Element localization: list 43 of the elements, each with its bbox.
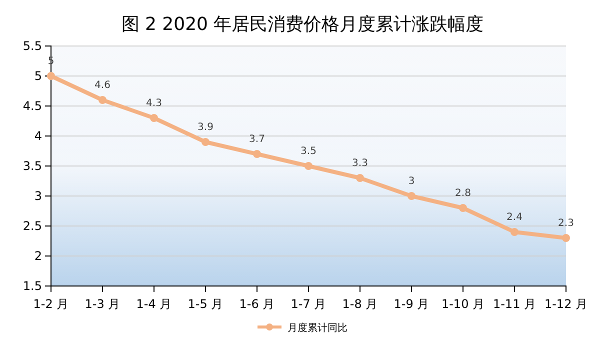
x-tick-label: 1-2 月 [33,297,69,312]
y-tick-label: 4.5 [22,98,42,113]
x-tick-label: 1-12 月 [544,297,588,312]
y-tick-label: 2.5 [22,218,42,233]
data-label: 3.3 [352,158,368,169]
point [202,138,210,146]
y-tick-label: 5 [34,68,42,83]
x-tick-label: 1-8 月 [342,297,378,312]
y-tick-label: 5.5 [22,38,42,53]
x-tick-label: 1-7 月 [290,297,326,312]
data-label: 2.8 [455,188,471,199]
point [304,162,312,170]
point [98,96,106,104]
y-tick-label: 3.5 [22,158,42,173]
data-label: 4.3 [146,98,162,109]
x-tick-label: 1-5 月 [188,297,224,312]
data-label: 3.9 [198,122,214,133]
x-tick-label: 1-6 月 [239,297,275,312]
data-label: 2.3 [558,218,574,229]
data-label: 2.4 [506,212,522,223]
data-label: 3.7 [249,134,265,145]
y-tick-label: 4 [34,128,42,143]
point [150,114,158,122]
data-label: 4.6 [94,80,110,91]
data-label: 3 [408,176,415,187]
y-tick-label: 1.5 [22,278,42,293]
legend-label: 月度累计同比 [288,322,348,334]
point [562,234,570,242]
point [356,174,364,182]
point [459,204,467,212]
x-tick-label: 1-3 月 [84,297,120,312]
point [47,72,55,80]
x-tick-label: 1-11 月 [492,297,536,312]
point [408,192,416,200]
point [253,150,261,158]
x-tick-label: 1-4 月 [136,297,172,312]
y-tick-label: 2 [34,248,42,263]
x-tick-label: 1-10 月 [441,297,485,312]
x-tick-label: 1-9 月 [394,297,430,312]
chart-title: 图 2 2020 年居民消费价格月度累计涨跌幅度 [121,14,484,35]
data-label: 3.5 [300,146,316,157]
y-tick-label: 3 [34,188,42,203]
point [510,228,518,236]
